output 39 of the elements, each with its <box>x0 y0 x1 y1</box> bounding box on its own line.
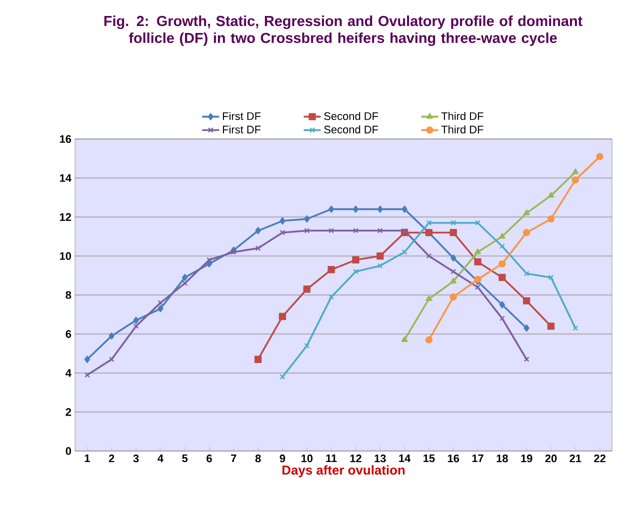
y-tick-label: 16 <box>60 135 72 143</box>
x-tick-label: 8 <box>255 454 261 462</box>
x-tick-label: 13 <box>374 454 386 462</box>
y-tick-label: 10 <box>60 252 72 260</box>
x-tick-label: 4 <box>158 454 164 462</box>
legend-label: Third DF <box>441 112 484 120</box>
legend-label: Second DF <box>324 112 378 120</box>
y-tick-label: 8 <box>66 291 72 299</box>
x-tick-label: 10 <box>301 454 313 462</box>
x-tick-label: 1 <box>84 454 90 462</box>
y-tick-label: 2 <box>66 408 72 416</box>
x-tick-label: 12 <box>350 454 362 462</box>
y-tick-label: 12 <box>60 213 72 221</box>
x-tick-label: 11 <box>326 454 337 462</box>
x-tick-label: 7 <box>231 454 236 462</box>
x-axis-title: Days after ovulation <box>282 465 405 478</box>
x-tick-label: 3 <box>133 454 139 462</box>
x-tick-label: 2 <box>108 454 114 462</box>
x-tick-label: 18 <box>496 454 508 462</box>
x-tick-label: 15 <box>424 454 435 462</box>
y-tick-label: 14 <box>60 174 72 182</box>
legend-label: First DF <box>222 112 261 120</box>
x-tick-label: 9 <box>280 454 286 462</box>
x-tick-label: 14 <box>399 454 411 462</box>
x-tick-label: 19 <box>521 454 532 462</box>
legend-label: Second DF <box>324 125 378 134</box>
y-tick-label: 0 <box>66 447 72 455</box>
chart-title: Fig. 2: Growth, Static, Regression and Ovulatory profile of dominant follicle (DF) in two Crossbred heifers having three-wave cycle <box>104 16 582 46</box>
x-tick-label: 20 <box>545 454 557 462</box>
y-tick-label: 4 <box>66 369 72 377</box>
y-tick-label: 6 <box>66 330 72 338</box>
x-tick-label: 6 <box>206 454 212 462</box>
x-tick-label: 5 <box>182 454 188 462</box>
legend-label: Third DF <box>441 125 484 134</box>
x-tick-label: 17 <box>472 454 484 462</box>
x-tick-label: 21 <box>570 454 582 462</box>
x-tick-label: 16 <box>448 454 460 462</box>
x-tick-label: 22 <box>594 454 606 462</box>
legend-label: First DF <box>222 125 261 134</box>
